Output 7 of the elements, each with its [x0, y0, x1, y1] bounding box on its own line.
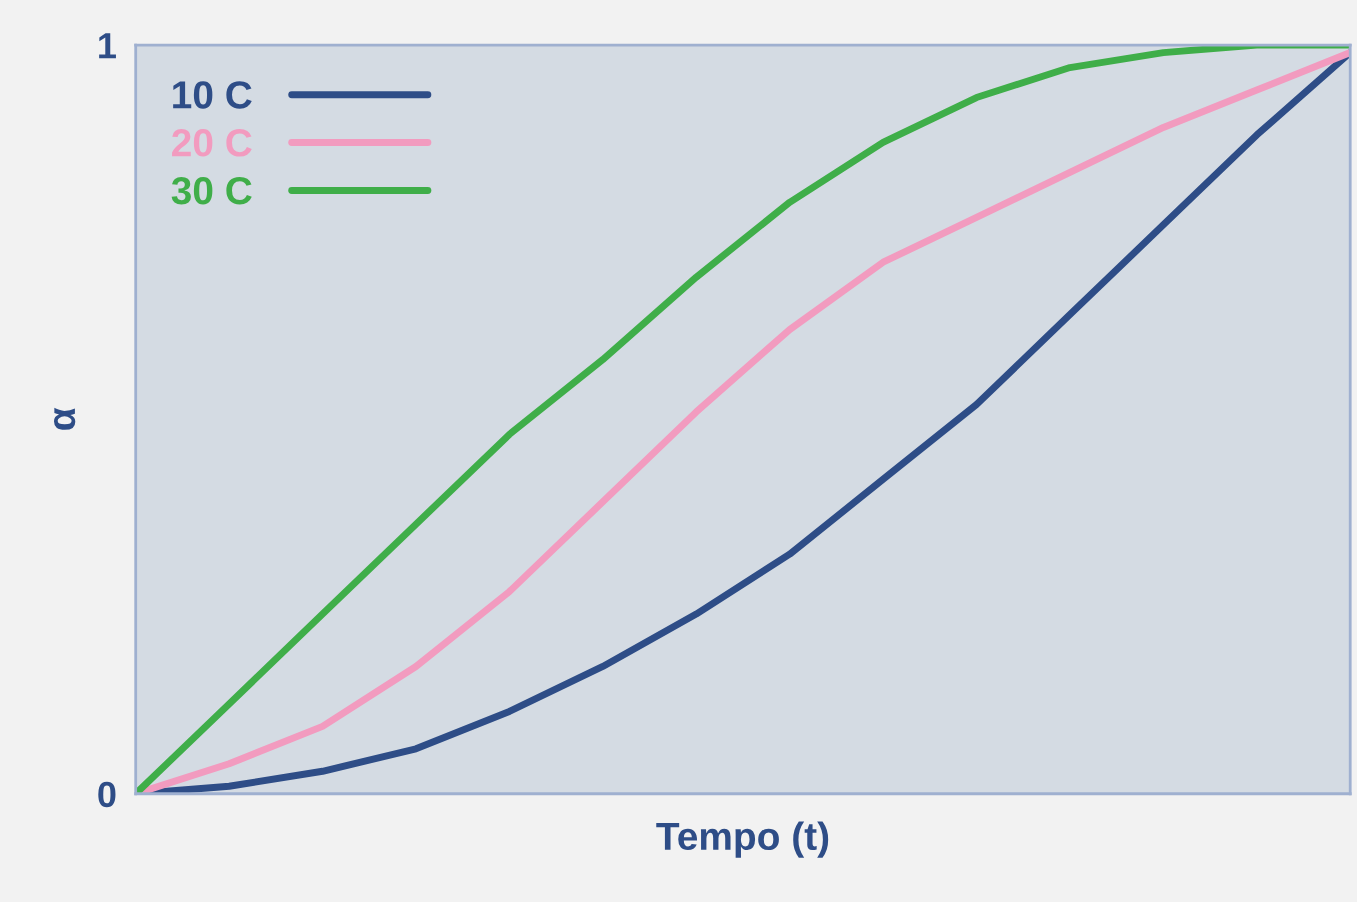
x-axis-title: Tempo (t) [656, 821, 829, 858]
y-tick-label: 0 [98, 781, 116, 808]
y-tick-label: 1 [99, 33, 116, 59]
legend-label: 10 C [173, 81, 252, 109]
legend-label: 30 C [171, 176, 252, 205]
legend-label: 20 C [172, 129, 252, 157]
y-axis-title: α [53, 407, 76, 430]
